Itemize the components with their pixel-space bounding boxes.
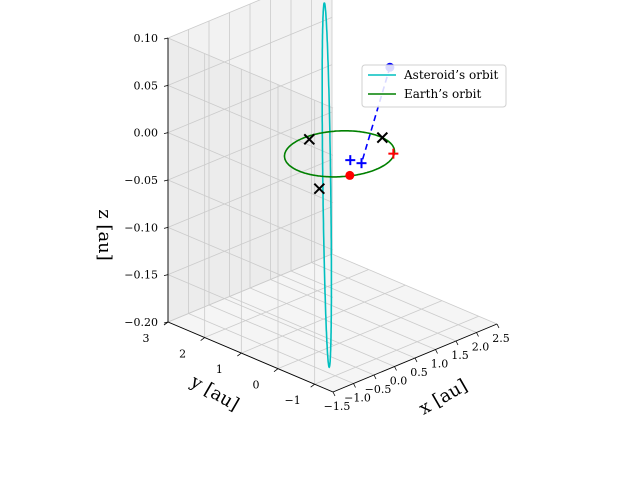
y-tick-mark [200, 337, 205, 341]
z-tick-label: −0.20 [124, 316, 158, 329]
grid-z-back [167, 253, 333, 323]
y-tick-label: 0 [253, 379, 260, 392]
y-tick-label: 3 [143, 332, 150, 345]
grid-y-floor [277, 300, 443, 370]
grid-z-back [167, 158, 333, 228]
y-tick-mark [237, 352, 242, 357]
z-tick-mark [163, 226, 169, 229]
z-tick-label: 0.05 [134, 79, 159, 92]
x-tick-mark [373, 374, 377, 380]
x-tick-mark [455, 340, 459, 346]
legend-frame [361, 64, 507, 108]
grid-z-left [167, 179, 334, 251]
x-tick-label: −1.0 [344, 392, 371, 405]
x-tick-mark [353, 383, 356, 388]
grid-z-left [167, 226, 334, 298]
z-tick-mark [163, 179, 169, 182]
plus-marker [356, 158, 367, 169]
grid-z-back [167, 111, 333, 181]
x-tick-label: 2.5 [492, 332, 510, 345]
y-tick-mark [310, 383, 315, 388]
asteroid-orbit-line [321, 2, 333, 369]
z-tick-mark [163, 132, 169, 135]
x-tick-mark [332, 391, 336, 397]
grid-x-floor [188, 313, 354, 384]
x-tick-label: 2.0 [472, 341, 490, 354]
plus-marker [345, 155, 356, 166]
grid-z-left [167, 132, 334, 204]
grid-z-back [167, 16, 333, 86]
z-tick-mark [163, 84, 169, 87]
grid-z-left [167, 274, 334, 346]
series-lines [283, 2, 396, 369]
x-tick-label: −1.5 [324, 400, 351, 413]
axis-lines [163, 37, 500, 397]
grid-y-floor [241, 284, 406, 354]
x-tick-label: 1.5 [451, 349, 469, 362]
grid-x-floor [249, 287, 416, 359]
z-tick-label: −0.10 [124, 221, 158, 234]
x-tick-label: 0.5 [410, 366, 428, 379]
grid-y-floor [314, 315, 479, 385]
z-tick-label: 0.10 [134, 32, 159, 45]
grid-x-floor [311, 262, 477, 333]
earth-orbit-line [283, 130, 396, 178]
grid-z-back [167, 206, 333, 276]
x-tick-mark [414, 357, 418, 363]
x-tick-mark [435, 349, 438, 354]
y-tick-label: 2 [179, 348, 186, 361]
dashed-connector [360, 67, 391, 164]
grid-x-floor [290, 270, 457, 342]
z-tick-mark [163, 37, 169, 40]
plus-marker [388, 148, 399, 159]
x-tick-mark [476, 332, 479, 337]
legend: Asteroid’s orbit Earth’s orbit [361, 64, 507, 108]
grid-x-floor [270, 279, 436, 350]
x-tick-label: 0.0 [390, 375, 408, 388]
grid-x-floor [331, 253, 498, 325]
dot-marker [345, 170, 355, 180]
x-tick-mark [394, 366, 397, 371]
x-tick-mark [496, 323, 500, 329]
z-tick-label: −0.15 [124, 269, 158, 282]
grid-z-back [167, 64, 333, 134]
z-axis-label: z [au] [94, 209, 115, 261]
y-tick-mark [273, 368, 279, 372]
x-marker [376, 131, 389, 144]
grid-x-floor [229, 296, 395, 367]
z-tick-mark [163, 321, 169, 324]
y-axis-line [167, 321, 334, 393]
x-tick-label: 1.0 [431, 358, 449, 371]
z-tick-mark [163, 274, 169, 277]
z-tick-label: 0.00 [134, 127, 159, 140]
grid-y-floor [204, 269, 369, 338]
grid-x-floor [208, 304, 375, 376]
x-marker [313, 182, 326, 195]
legend-label-earth: Earth’s orbit [404, 87, 481, 101]
tick-labels: −1.5−1.0−0.50.00.51.01.52.02.5 −1 0 1 2 3 −0.2… [124, 32, 509, 413]
markers [303, 62, 399, 195]
x-tick-label: −0.5 [365, 383, 392, 396]
y-tick-label: −1 [285, 394, 301, 407]
grid-z-left [167, 37, 334, 109]
y-tick-label: 1 [216, 363, 223, 376]
x-axis-label: x [au] [415, 375, 471, 419]
y-axis-label: y [au] [186, 371, 243, 416]
legend-label-asteroid: Asteroid’s orbit [403, 68, 498, 82]
z-tick-label: −0.05 [124, 174, 158, 187]
x-marker [303, 133, 315, 146]
grid-z-back [167, 0, 261, 39]
